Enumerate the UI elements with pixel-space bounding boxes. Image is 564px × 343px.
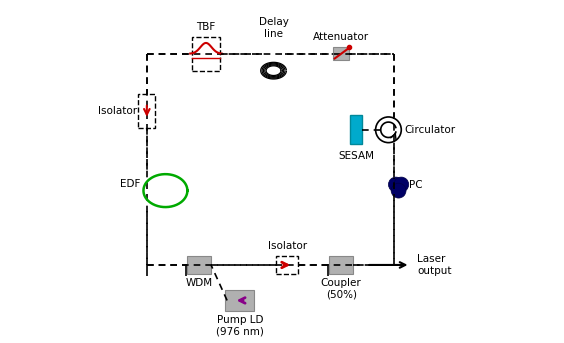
Circle shape	[391, 183, 406, 198]
Text: Laser
output: Laser output	[417, 254, 452, 276]
FancyBboxPatch shape	[187, 256, 211, 274]
Text: EDF: EDF	[120, 179, 140, 189]
Text: WDM: WDM	[186, 278, 213, 288]
Bar	[192, 37, 221, 71]
Circle shape	[376, 117, 401, 143]
Text: Delay
line: Delay line	[259, 17, 289, 38]
Text: Attenuator: Attenuator	[313, 32, 369, 42]
Text: Pump LD
(976 nm): Pump LD (976 nm)	[216, 315, 264, 336]
FancyBboxPatch shape	[226, 290, 254, 310]
Circle shape	[389, 177, 403, 192]
FancyBboxPatch shape	[333, 47, 349, 60]
Text: Coupler
(50%): Coupler (50%)	[321, 278, 362, 299]
Text: TBF: TBF	[196, 22, 215, 32]
Circle shape	[394, 177, 409, 192]
FancyBboxPatch shape	[329, 256, 353, 274]
Bar	[138, 94, 155, 128]
Text: PC: PC	[409, 179, 423, 190]
Bar	[276, 256, 298, 274]
FancyBboxPatch shape	[350, 116, 362, 144]
Text: SESAM: SESAM	[338, 151, 374, 161]
Text: Isolator: Isolator	[98, 106, 136, 116]
Text: Isolator: Isolator	[267, 241, 307, 251]
Text: Circulator: Circulator	[404, 125, 455, 135]
